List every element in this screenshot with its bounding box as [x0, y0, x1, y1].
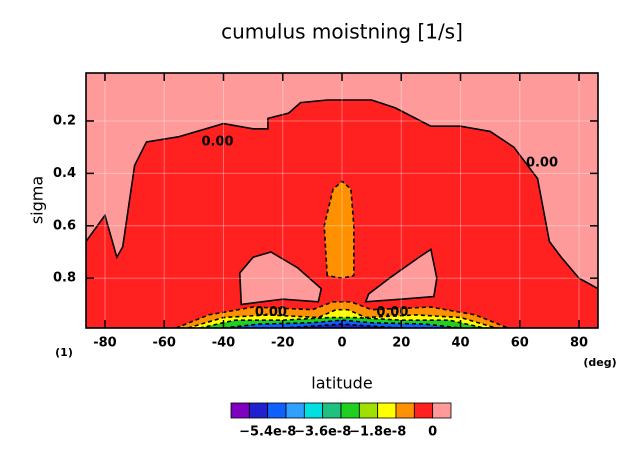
y-tick-label: 0.8	[53, 271, 76, 286]
colorbar-box	[248, 402, 269, 419]
contour-line	[187, 308, 497, 328]
x-tick-label: 20	[392, 336, 410, 351]
colorbar-box	[230, 402, 250, 419]
colorbar-box	[267, 402, 287, 419]
x-unit: (deg)	[583, 356, 616, 369]
x-tick-label: -40	[212, 336, 236, 351]
contour-line	[238, 251, 323, 306]
contour-line	[364, 248, 438, 303]
x-axis-label: latitude	[311, 374, 372, 393]
colorbar-box	[303, 402, 324, 419]
colorbar-tick-label: −5.4e-8	[239, 425, 296, 440]
x-tick-label: -60	[152, 336, 176, 351]
x-tick-label: -80	[93, 336, 117, 351]
contour-label: 0.00	[376, 305, 408, 320]
colorbar-box	[413, 402, 434, 419]
colorbar-tick-label: 0	[428, 425, 437, 440]
y-axis-label: sigma	[28, 176, 47, 224]
x-tick-label: 40	[451, 336, 469, 351]
x-tick-label: 60	[511, 336, 529, 351]
colorbar-box	[340, 402, 360, 419]
colorbar-box	[358, 402, 379, 419]
y-unit: (1)	[55, 346, 73, 359]
colorbar-box	[377, 402, 397, 419]
contour-label: 0.00	[526, 155, 558, 170]
contour-label: 0.00	[202, 134, 234, 149]
contour-label: 0.00	[255, 305, 287, 320]
contour-line	[175, 300, 509, 328]
colorbar-box	[395, 402, 415, 419]
y-tick-label: 0.4	[53, 166, 76, 181]
plot-frame	[85, 72, 599, 329]
contour-line	[323, 180, 355, 280]
colorbar-tick-label: −1.8e-8	[349, 425, 406, 440]
colorbar-tick-label: −3.6e-8	[294, 425, 351, 440]
x-tick-label: 80	[570, 336, 588, 351]
y-tick-label: 0.6	[53, 218, 76, 233]
contour-region	[239, 251, 322, 305]
colorbar-box	[285, 402, 305, 419]
y-tick-label: 0.2	[53, 113, 76, 128]
chart-title: cumulus moistning [1/s]	[221, 20, 463, 44]
colorbar-box	[432, 402, 452, 419]
colorbar-box	[322, 402, 342, 419]
x-tick-label: 0	[337, 336, 346, 351]
x-tick-label: -20	[271, 336, 295, 351]
contour-region	[365, 249, 437, 302]
contour-line	[199, 316, 485, 328]
contour-region	[324, 181, 354, 279]
contour-line	[86, 99, 598, 328]
